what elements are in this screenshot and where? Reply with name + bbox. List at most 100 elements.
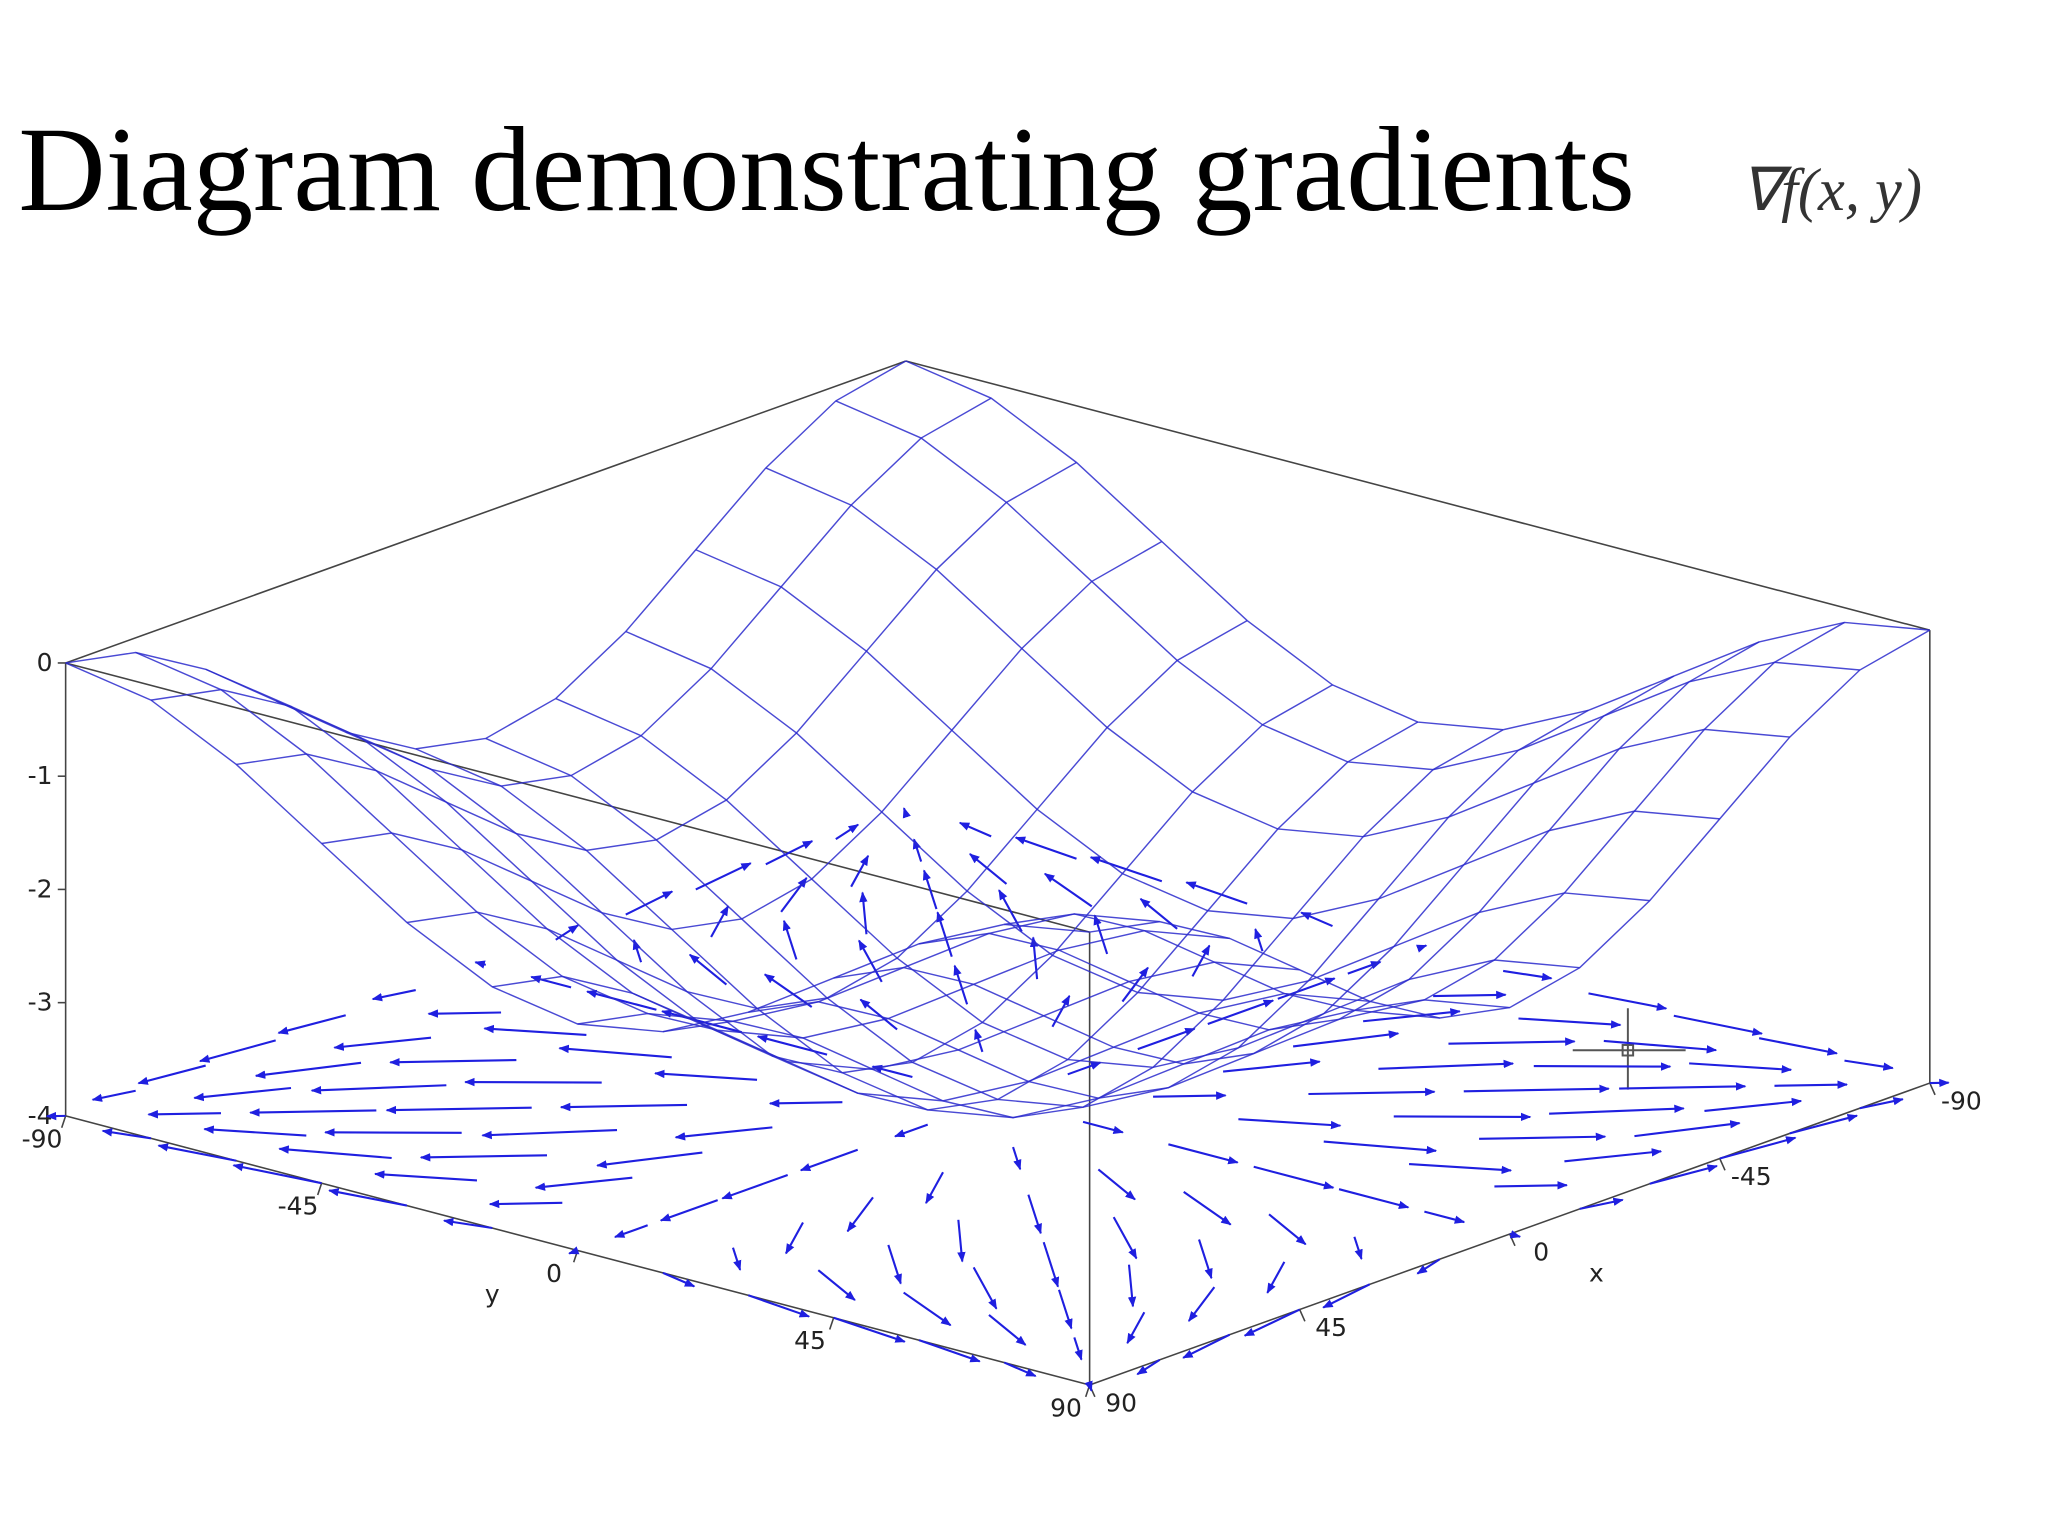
gradient-arrow (969, 853, 1008, 885)
gradient-arrow (1353, 1236, 1363, 1260)
gradient-arrow (198, 1039, 276, 1063)
gradient-arrow (846, 1196, 874, 1233)
gradient-arrow (654, 1069, 758, 1081)
gradient-arrow (586, 989, 657, 1011)
gradient-arrow (894, 1123, 929, 1138)
formula: ∇f(x, y) (1741, 157, 1922, 224)
gradient-arrow (328, 1188, 408, 1207)
y-tick (1084, 1384, 1091, 1398)
gradient-arrow (1424, 1210, 1466, 1224)
gradient-arrow (765, 840, 814, 866)
gradient-arrow (887, 1244, 902, 1285)
gradient-arrow (1409, 1162, 1513, 1175)
mesh-line (321, 540, 1163, 931)
gradient-arrow (1185, 881, 1248, 905)
mesh-line (577, 721, 1419, 1111)
gradient-arrow (371, 989, 416, 1002)
gradient-arrow (278, 1145, 392, 1160)
mesh-line (625, 630, 1650, 1001)
gradient-arrow (1518, 1017, 1622, 1029)
gradient-arrow (1042, 1241, 1060, 1288)
gradient-arrow (373, 1170, 478, 1182)
x-tick (1298, 1309, 1306, 1322)
mesh-line (236, 461, 1077, 852)
gradient-arrow (1097, 1168, 1136, 1201)
gradient-arrow (1673, 1014, 1763, 1036)
gradient-arrow (474, 960, 487, 969)
gradient-arrow (858, 939, 883, 983)
gradient-arrow (1619, 1082, 1747, 1091)
gradient-arrow (922, 869, 938, 910)
gradient-arrow (530, 975, 572, 989)
gradient-arrow (1603, 1039, 1718, 1054)
y-tick (828, 1317, 835, 1330)
gradient-arrow (481, 1129, 618, 1140)
slide-title: Diagram demonstrating gradients (18, 103, 1634, 237)
gradient-arrow (859, 998, 898, 1031)
mesh-line (833, 675, 1675, 1065)
axis-line (65, 360, 907, 664)
gradient-arrow (785, 1222, 804, 1255)
gradient-arrow (1416, 944, 1428, 953)
gradient-arrow (385, 1105, 532, 1115)
x-axis-label: x (1589, 1258, 1604, 1287)
gradient-arrow (232, 1163, 322, 1185)
gradient-arrow (1393, 1112, 1532, 1122)
gradient-arrow (936, 911, 953, 958)
gradient-arrow (780, 877, 808, 913)
gradient-arrow (193, 1086, 292, 1102)
gradient-arrow (442, 1217, 493, 1230)
gradient-arrow (1182, 1333, 1231, 1359)
gradient-arrow (559, 1102, 688, 1112)
gradient-arrow (756, 1034, 828, 1056)
gradient-arrow (558, 1044, 672, 1059)
y-tick-label: -90 (22, 1124, 63, 1153)
gradient-arrow (1758, 1037, 1838, 1056)
gradient-arrow (1509, 1230, 1522, 1239)
gradient-arrow (277, 1014, 346, 1035)
gradient-arrow (1549, 1104, 1685, 1115)
gradient-arrow (1043, 872, 1093, 908)
gradient-arrow (1183, 1191, 1232, 1226)
gradient-arrow (1073, 1337, 1083, 1361)
gradient-arrow (988, 1314, 1027, 1346)
gradient-arrow (902, 807, 911, 819)
gradient-arrow (974, 1028, 984, 1053)
gradient-arrow (1433, 990, 1507, 1000)
y-tick (316, 1182, 323, 1196)
z-tick-label: -2 (28, 874, 53, 903)
gradient-arrow (1533, 1062, 1672, 1071)
gradient-arrow (1494, 1181, 1568, 1190)
gradient-arrow (427, 1009, 502, 1018)
gradient-arrow (1292, 1030, 1400, 1048)
gradient-arrow (747, 1294, 811, 1318)
mesh-line (65, 360, 907, 750)
x-tick-label: -45 (1731, 1162, 1772, 1191)
x-tick-label: 45 (1315, 1313, 1347, 1342)
gradient-arrow (1859, 1097, 1904, 1110)
gradient-arrow (972, 1266, 998, 1310)
y-tick (60, 1115, 67, 1128)
gradient-arrow (1222, 1058, 1321, 1073)
gradient-arrow (483, 1024, 587, 1036)
gradient-arrow (662, 1271, 696, 1288)
gradient-arrow (1308, 1087, 1436, 1097)
gradient-arrow (613, 1224, 649, 1239)
gradient-arrow (1187, 1286, 1216, 1322)
gradient-arrow (1067, 1061, 1102, 1076)
gradient-arrow (1266, 1261, 1286, 1294)
gradient-arrow (1168, 1143, 1239, 1165)
gradient-arrow (833, 1316, 906, 1343)
gradient-arrow (1689, 1062, 1793, 1074)
mesh-line (905, 360, 1930, 731)
gradient-arrow (674, 1126, 773, 1141)
mesh-line (65, 662, 1090, 1033)
gradient-arrow (1634, 1120, 1741, 1138)
gradient-arrow (1082, 1120, 1124, 1135)
gradient-arrow (1057, 1289, 1073, 1330)
gradient-arrow (859, 891, 868, 935)
gradient-arrow (1363, 1008, 1461, 1023)
gradient-arrow (1300, 911, 1333, 928)
y-tick-label: 90 (1050, 1394, 1082, 1423)
